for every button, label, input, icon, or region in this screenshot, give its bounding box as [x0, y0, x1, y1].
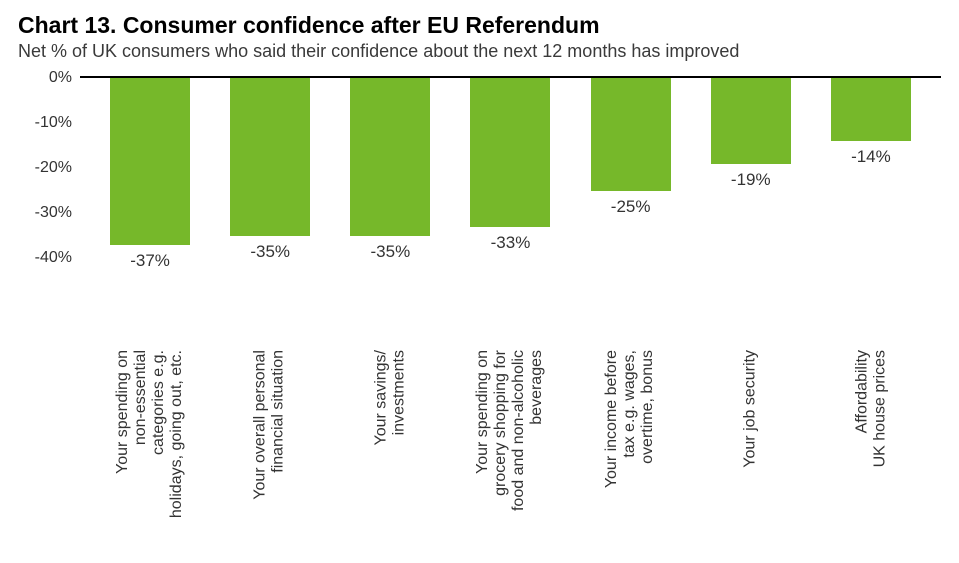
bar-value-label: -37%: [102, 251, 198, 271]
x-label-line: categories e.g.: [150, 350, 167, 455]
bar: [470, 78, 550, 227]
bar-column: -25%: [583, 78, 679, 256]
x-label-column: Your savings/investments: [342, 350, 438, 555]
bar-value-label: -35%: [222, 242, 318, 262]
x-label-line: Your spending on: [114, 350, 131, 474]
bar-column: -35%: [222, 78, 318, 256]
x-label-line: Your job security: [742, 350, 759, 468]
bar-column: -14%: [823, 78, 919, 256]
x-label-line: Your spending on: [474, 350, 491, 474]
x-label-line: Your savings/: [372, 350, 389, 445]
bar: [230, 78, 310, 236]
plot-area: -37%-35%-35%-33%-25%-19%-14% 0%-10%-20%-…: [80, 76, 941, 256]
x-labels-group: Your spending onnon-essentialcategories …: [80, 350, 941, 555]
x-label-column: Your income beforetax e.g. wages,overtim…: [583, 350, 679, 555]
bar-value-label: -14%: [823, 147, 919, 167]
x-label-line: holidays, going out, etc.: [168, 350, 185, 518]
chart-container: Chart 13. Consumer confidence after EU R…: [0, 0, 959, 563]
x-label-line: non-essential: [132, 350, 149, 445]
chart: -37%-35%-35%-33%-25%-19%-14% 0%-10%-20%-…: [18, 76, 941, 555]
x-label-column: Your job security: [703, 350, 799, 555]
y-tick: -40%: [18, 249, 72, 267]
bar-column: -33%: [462, 78, 558, 256]
bar-value-label: -19%: [703, 170, 799, 190]
bar: [350, 78, 430, 236]
x-label: Your spending ongrocery shopping forfood…: [474, 350, 546, 511]
x-label-line: overtime, bonus: [640, 350, 657, 464]
y-tick: -30%: [18, 204, 72, 222]
x-label-column: Your spending onnon-essentialcategories …: [102, 350, 198, 555]
bar-column: -37%: [102, 78, 198, 256]
bar-value-label: -33%: [462, 233, 558, 253]
x-label: AffordabilityUK house prices: [853, 350, 889, 467]
x-label-line: Affordability: [853, 350, 870, 433]
y-tick: 0%: [18, 69, 72, 87]
chart-subtitle: Net % of UK consumers who said their con…: [18, 41, 941, 62]
x-label-column: Your spending ongrocery shopping forfood…: [462, 350, 558, 555]
bar: [110, 78, 190, 245]
x-label-line: investments: [390, 350, 407, 435]
x-label-line: grocery shopping for: [492, 350, 509, 496]
x-label-line: Your income before: [604, 350, 621, 488]
x-label-line: food and non-alcoholic: [510, 350, 527, 511]
bar-column: -35%: [342, 78, 438, 256]
x-label-line: tax e.g. wages,: [622, 350, 639, 458]
bar-value-label: -25%: [583, 197, 679, 217]
y-tick: -10%: [18, 114, 72, 132]
x-label: Your overall personalfinancial situation: [252, 350, 288, 500]
chart-title: Chart 13. Consumer confidence after EU R…: [18, 12, 941, 39]
x-label: Your job security: [742, 350, 760, 468]
x-label-line: UK house prices: [871, 350, 888, 467]
bar-value-label: -35%: [342, 242, 438, 262]
x-label-line: financial situation: [270, 350, 287, 473]
bar: [591, 78, 671, 191]
bar-column: -19%: [703, 78, 799, 256]
x-label: Your income beforetax e.g. wages,overtim…: [604, 350, 658, 488]
bar: [831, 78, 911, 141]
bar: [711, 78, 791, 164]
x-label: Your spending onnon-essentialcategories …: [114, 350, 186, 518]
x-label: Your savings/investments: [372, 350, 408, 445]
x-label-column: Your overall personalfinancial situation: [222, 350, 318, 555]
x-label-column: AffordabilityUK house prices: [823, 350, 919, 555]
x-label-line: Your overall personal: [252, 350, 269, 500]
x-label-line: beverages: [528, 350, 545, 425]
y-tick: -20%: [18, 159, 72, 177]
bars-group: -37%-35%-35%-33%-25%-19%-14%: [80, 78, 941, 256]
